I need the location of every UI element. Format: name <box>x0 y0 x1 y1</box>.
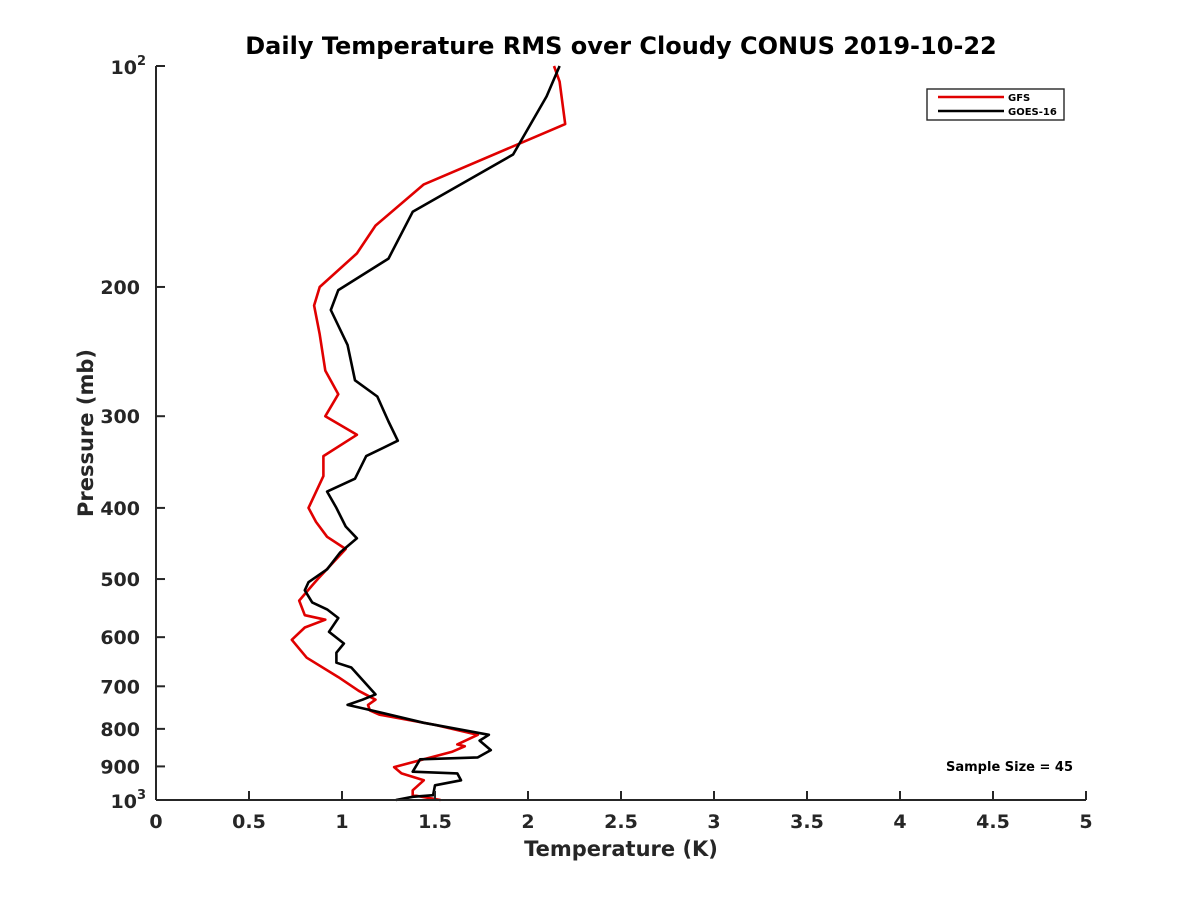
legend: GFS GOES-16 <box>926 88 1065 121</box>
y-tick-label: 300 <box>100 406 140 428</box>
axes-layer <box>155 66 1086 801</box>
series-layer <box>290 65 567 802</box>
y-tick-label: 600 <box>100 627 140 649</box>
y-tick-base: 10 <box>111 791 137 813</box>
chart-title: Daily Temperature RMS over Cloudy CONUS … <box>245 32 997 60</box>
series-line-goes16 <box>303 65 561 802</box>
y-tick-exponent: 2 <box>137 54 146 69</box>
x-tick-label: 3.5 <box>790 811 824 833</box>
y-tick-label: 800 <box>100 719 140 741</box>
y-tick-exponent: 3 <box>137 788 146 803</box>
y-tick-label: 310 <box>111 788 146 813</box>
x-tick-label: 0.5 <box>232 811 266 833</box>
x-tick-label: 3 <box>707 811 720 833</box>
x-axis-ticks: 0 0.5 1 1.5 2 2.5 3 3.5 4 4.5 5 <box>149 791 1093 833</box>
x-tick-label: 5 <box>1079 811 1092 833</box>
legend-label-gfs: GFS <box>1008 93 1030 104</box>
x-tick-label: 4.5 <box>976 811 1010 833</box>
y-tick-base: 10 <box>111 57 137 79</box>
x-tick-label: 0 <box>149 811 162 833</box>
y-tick-label: 700 <box>100 676 140 698</box>
x-tick-label: 4 <box>893 811 906 833</box>
x-tick-label: 1.5 <box>418 811 452 833</box>
y-axis-label: Pressure (mb) <box>74 349 98 517</box>
legend-label-goes16: GOES-16 <box>1008 107 1057 118</box>
x-axis-label: Temperature (K) <box>524 837 718 861</box>
x-tick-label: 2 <box>521 811 534 833</box>
sample-size-annotation: Sample Size = 45 <box>946 760 1073 775</box>
y-tick-label: 500 <box>100 569 140 591</box>
y-tick-label: 210 <box>111 54 146 79</box>
y-tick-label: 900 <box>100 756 140 778</box>
x-tick-label: 1 <box>335 811 348 833</box>
series-line-gfs <box>290 65 567 802</box>
x-tick-label: 2.5 <box>604 811 638 833</box>
y-tick-label: 200 <box>100 277 140 299</box>
y-tick-label: 400 <box>100 498 140 520</box>
legend-box <box>926 88 1065 121</box>
